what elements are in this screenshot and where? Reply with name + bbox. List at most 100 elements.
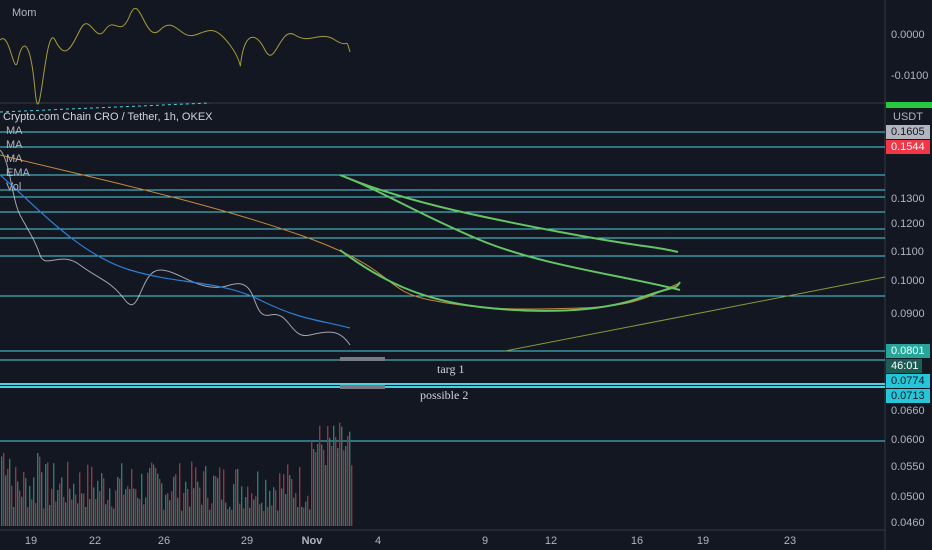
volume-bar <box>37 452 39 526</box>
volume-bar <box>47 462 49 526</box>
volume-bar <box>287 464 289 526</box>
volume-bar <box>111 506 113 526</box>
volume-bar <box>87 464 89 526</box>
volume-bar <box>331 446 333 526</box>
volume-bar <box>233 484 235 526</box>
volume-bar <box>5 475 7 526</box>
volume-bar <box>201 504 203 526</box>
volume-bar <box>257 471 259 526</box>
volume-bar <box>307 495 309 526</box>
volume-bar <box>285 494 287 526</box>
volume-bar <box>75 494 77 526</box>
price-axis-label: 46:01 <box>891 360 919 372</box>
time-axis-label: 4 <box>375 535 381 547</box>
volume-bar <box>305 501 307 526</box>
volume-bar <box>311 440 313 526</box>
volume-bar <box>335 437 337 526</box>
annotation: targ 1 <box>437 362 464 376</box>
volume-bar <box>29 486 31 526</box>
volume-bar <box>167 493 169 526</box>
volume-bar <box>207 497 209 526</box>
volume-bar <box>133 488 135 526</box>
volume-bar <box>101 473 103 526</box>
volume-bar <box>159 478 161 526</box>
indicator-label: Mom <box>12 7 36 19</box>
volume-bar <box>127 486 129 526</box>
volume-bar <box>53 463 55 526</box>
volume-bar <box>231 509 233 526</box>
volume-bar <box>351 465 353 526</box>
volume-bar <box>161 483 163 526</box>
volume-bar <box>155 467 157 526</box>
volume-bar <box>115 490 117 526</box>
volume-bar <box>93 487 95 526</box>
price-axis-label: 0.0460 <box>891 517 925 529</box>
volume-bar <box>245 497 247 526</box>
volume-bar <box>125 489 127 526</box>
time-axis-label: 9 <box>482 535 488 547</box>
volume-bar <box>129 489 131 526</box>
volume-bar <box>319 425 321 526</box>
volume-bar <box>253 499 255 526</box>
price-axis-label: 0.0660 <box>891 405 925 417</box>
volume-bar <box>333 425 335 526</box>
time-axis-label: 19 <box>25 535 37 547</box>
volume-bar <box>265 479 267 526</box>
volume-bar <box>191 461 193 526</box>
volume-bar <box>1 456 3 526</box>
volume-bar <box>123 494 125 526</box>
volume-bar <box>23 471 25 526</box>
volume-bar <box>215 476 217 526</box>
volume-bar <box>249 507 251 526</box>
volume-bar <box>135 489 137 526</box>
currency-label: USDT <box>893 111 923 123</box>
volume-bar <box>165 494 167 526</box>
symbol-label: Crypto.com Chain CRO / Tether, 1h, OKEX <box>3 111 213 123</box>
volume-bar <box>269 490 271 526</box>
volume-bar <box>261 502 263 526</box>
momentum-line <box>0 7 351 105</box>
volume-bar <box>321 444 323 526</box>
volume-bar <box>33 477 35 526</box>
volume-bar <box>293 497 295 526</box>
volume-bar <box>187 488 189 526</box>
volume-bar <box>325 464 327 526</box>
time-axis-label: 29 <box>241 535 253 547</box>
time-axis-label: 19 <box>697 535 709 547</box>
volume-bar <box>247 486 249 526</box>
volume-bar <box>59 483 61 526</box>
volume-bar <box>181 510 183 526</box>
price-axis-label: 0.1300 <box>891 193 925 205</box>
volume-bar <box>31 499 33 526</box>
volume-bar <box>213 475 215 526</box>
price-axis-label: 0.0500 <box>891 491 925 503</box>
volume-bar <box>185 481 187 526</box>
annotation: possible 2 <box>420 388 468 402</box>
volume-bar <box>79 472 81 526</box>
time-axis-label: 23 <box>784 535 796 547</box>
volume-bar <box>243 508 245 526</box>
volume-bar <box>139 499 141 526</box>
volume-bar <box>329 437 331 526</box>
volume-bar <box>341 426 343 526</box>
price-tag <box>886 359 922 373</box>
volume-bar <box>225 502 227 526</box>
volume-bar <box>219 467 221 526</box>
time-axis-label: 22 <box>89 535 101 547</box>
volume-bar <box>303 507 305 526</box>
time-axis-label: 12 <box>545 535 557 547</box>
volume-bar <box>113 508 115 526</box>
volume-bar <box>255 496 257 526</box>
volume-bar <box>227 509 229 526</box>
volume-bar <box>313 449 315 526</box>
price-tag <box>886 374 930 388</box>
volume-bar <box>39 456 41 526</box>
price-axis-label: 0.0900 <box>891 308 925 320</box>
volume-bar <box>205 466 207 526</box>
volume-bar <box>267 506 269 526</box>
volume-bar <box>327 426 329 526</box>
volume-bar <box>103 478 105 526</box>
volume-bar <box>193 488 195 526</box>
volume-bar <box>263 510 265 526</box>
volume-bar <box>49 504 51 526</box>
